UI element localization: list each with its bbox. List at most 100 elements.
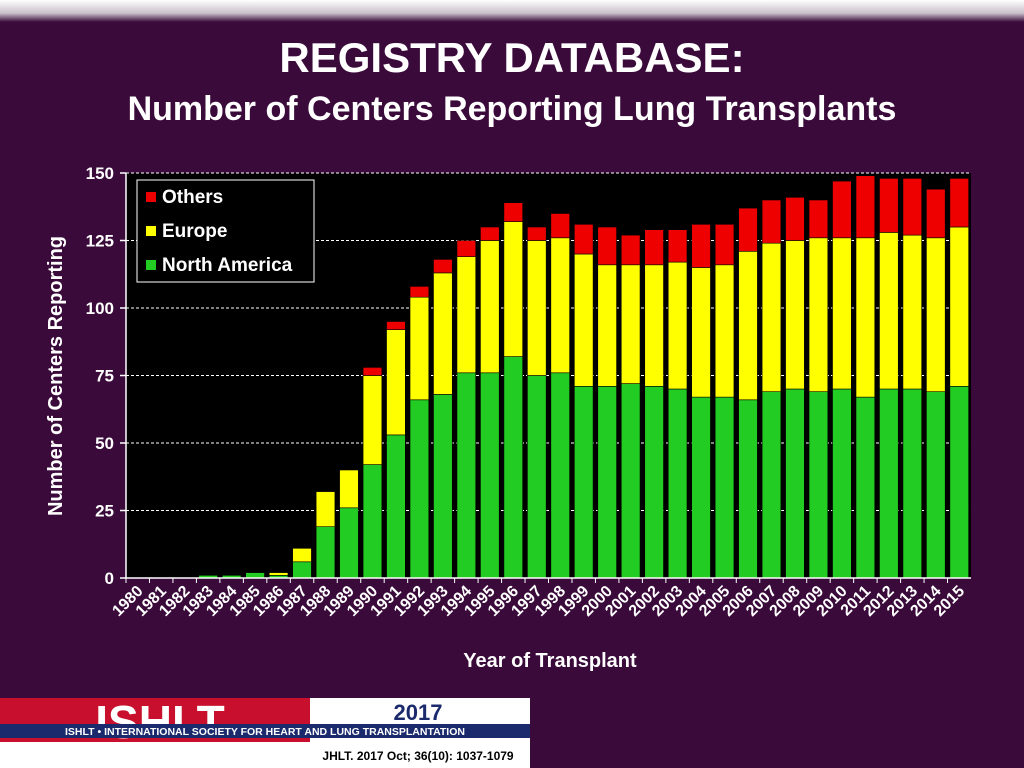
- page-title: REGISTRY DATABASE:: [279, 34, 745, 81]
- bar-europe-2015: [949, 226, 969, 387]
- bar-others-1997: [527, 226, 547, 241]
- axes-group: [120, 172, 971, 583]
- bar-north-america-2006: [738, 399, 758, 579]
- bar-others-2007: [761, 199, 782, 244]
- bar-europe-1993: [433, 272, 453, 395]
- y-tick-label: 150: [86, 164, 114, 183]
- bar-others-2001: [620, 234, 641, 266]
- y-tick-label: 50: [95, 434, 114, 453]
- bar-north-america-2008: [785, 388, 805, 579]
- bar-north-america-1992: [409, 399, 430, 579]
- bar-europe-2007: [761, 242, 782, 392]
- bar-europe-2001: [620, 264, 641, 384]
- bar-north-america-1996: [503, 356, 523, 579]
- bar-europe-1999: [574, 253, 594, 387]
- bar-north-america-2007: [761, 391, 782, 579]
- bar-north-america-2012: [879, 388, 899, 579]
- bar-others-2012: [879, 178, 899, 233]
- bar-north-america-2010: [832, 388, 852, 579]
- bar-europe-2003: [667, 261, 688, 390]
- legend-label-north-america: North America: [162, 255, 293, 276]
- bars-group: [198, 175, 969, 579]
- bar-europe-2005: [714, 264, 735, 398]
- bar-others-2009: [808, 199, 829, 239]
- bar-europe-1996: [503, 221, 523, 357]
- bar-others-2005: [714, 224, 735, 266]
- y-tick-label: 0: [105, 569, 114, 588]
- y-tick-label: 25: [95, 502, 114, 521]
- bar-others-2010: [832, 180, 852, 239]
- bar-europe-1997: [527, 240, 547, 376]
- bar-europe-1994: [456, 256, 477, 374]
- bar-north-america-2014: [926, 391, 946, 579]
- bar-north-america-1998: [550, 372, 570, 579]
- y-tick-labels: 0 25 50 75 100 125 150: [86, 164, 114, 588]
- y-tick-label: 100: [86, 299, 114, 318]
- bar-north-america-2009: [808, 391, 829, 579]
- bar-europe-2002: [644, 264, 664, 387]
- report-year: 2017: [394, 700, 443, 725]
- ishlt-logo: ISHLT: [95, 698, 224, 748]
- bar-europe-2011: [855, 237, 876, 398]
- bar-europe-1991: [386, 329, 406, 436]
- bar-others-2006: [738, 207, 758, 252]
- bar-others-2013: [902, 178, 923, 236]
- bar-north-america-2011: [855, 396, 876, 579]
- bar-europe-2008: [785, 240, 805, 390]
- bar-others-2002: [644, 229, 664, 266]
- bar-others-1990: [362, 367, 383, 376]
- bar-north-america-1987: [292, 561, 312, 579]
- bar-europe-1998: [550, 237, 570, 374]
- bar-north-america-1993: [433, 394, 453, 579]
- org-name: ISHLT • INTERNATIONAL SOCIETY FOR HEART …: [65, 726, 465, 738]
- bar-others-2004: [691, 224, 711, 268]
- bar-europe-2012: [879, 232, 899, 390]
- bar-others-1995: [480, 226, 500, 241]
- bar-others-1993: [433, 259, 453, 274]
- bar-others-2008: [785, 196, 805, 241]
- bar-north-america-1994: [456, 372, 477, 579]
- legend-box: [136, 179, 315, 283]
- y-axis-label: Number of Centers Reporting: [45, 236, 67, 516]
- bar-others-1996: [503, 202, 523, 222]
- bar-europe-2009: [808, 237, 829, 392]
- bar-north-america-2015: [949, 386, 969, 579]
- bar-north-america-2001: [620, 383, 641, 579]
- header-gradient-band: [0, 0, 1024, 22]
- bar-north-america-2004: [691, 396, 711, 579]
- bar-north-america-1991: [386, 434, 406, 579]
- bar-europe-1990: [362, 375, 383, 465]
- bar-north-america-2013: [902, 388, 923, 579]
- bar-others-1994: [456, 240, 477, 258]
- x-tick-labels: 1980198119821983198419851986198719881989…: [109, 583, 968, 620]
- bar-others-2014: [926, 188, 946, 239]
- bar-europe-2010: [832, 237, 852, 390]
- legend-swatch-north-america: [146, 260, 156, 270]
- bar-north-america-2005: [714, 396, 735, 579]
- bar-europe-1992: [409, 296, 430, 401]
- bar-europe-1995: [480, 240, 500, 374]
- legend-label-others: Others: [162, 187, 223, 208]
- ishlt-footer-banner: ISHLT ISHLT • INTERNATIONAL SOCIETY FOR …: [0, 698, 530, 768]
- y-tick-label: 75: [95, 367, 114, 386]
- stacked-bar-chart: 0 25 50 75 100 125 150 19801981198219831984198…: [45, 164, 971, 672]
- bar-north-america-1990: [362, 464, 383, 579]
- bar-europe-1988: [315, 491, 336, 528]
- bar-north-america-1989: [339, 507, 359, 579]
- legend-swatch-others: [146, 192, 156, 202]
- bar-north-america-1988: [315, 526, 336, 579]
- bar-north-america-1995: [480, 372, 500, 579]
- bar-europe-1989: [339, 469, 359, 509]
- bar-others-2000: [597, 226, 617, 266]
- bar-north-america-1999: [574, 386, 594, 579]
- bar-europe-1986: [268, 572, 289, 576]
- legend-swatch-europe: [146, 226, 156, 236]
- bar-north-america-1985: [245, 572, 265, 579]
- org-name-band: [0, 724, 530, 738]
- bar-north-america-2002: [644, 386, 664, 579]
- y-tick-label: 125: [86, 232, 114, 251]
- legend-label-europe: Europe: [162, 221, 227, 242]
- bar-others-1991: [386, 321, 406, 330]
- bar-europe-2000: [597, 264, 617, 387]
- bar-europe-2014: [926, 237, 946, 392]
